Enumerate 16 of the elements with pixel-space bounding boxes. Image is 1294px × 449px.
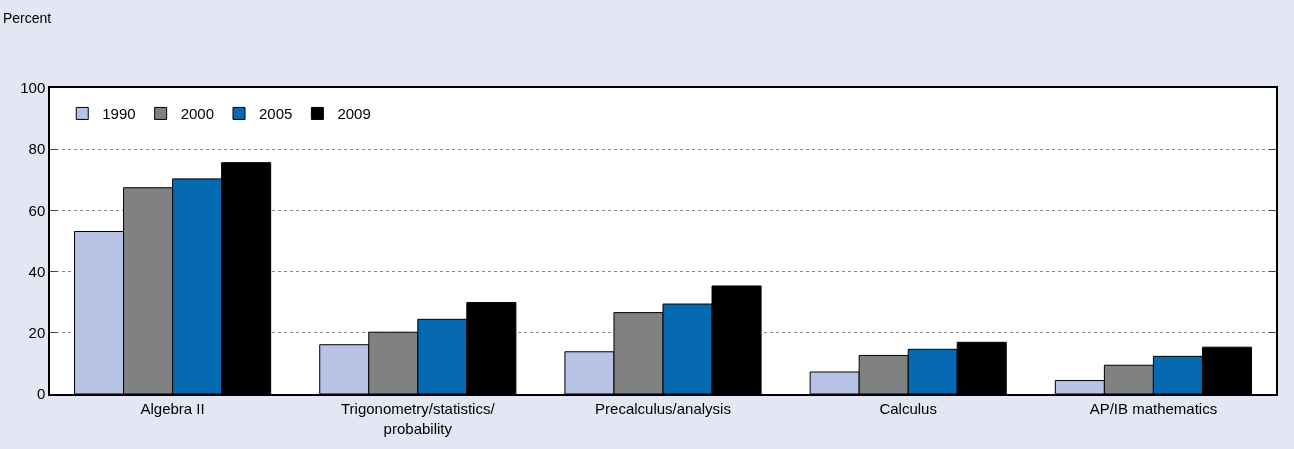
legend-label: 1990 <box>102 105 136 123</box>
x-tick-label: Algebra II <box>140 400 205 417</box>
x-tick-label: Precalculus/analysis <box>595 400 731 417</box>
y-tick-label: 20 <box>28 324 46 342</box>
y-tick-label: 0 <box>36 385 46 403</box>
legend-label: 2000 <box>180 105 215 123</box>
y-axis-title: Percent <box>3 10 52 26</box>
x-tick-label: Calculus <box>879 400 937 417</box>
x-tick-label: AP/IB mathematics <box>1089 400 1218 417</box>
x-tick-label: Trigonometry/statistics/ probability <box>340 400 496 437</box>
y-tick-label: 40 <box>28 262 46 280</box>
y-tick-label: 80 <box>28 140 46 158</box>
legend-label: 2009 <box>337 105 371 123</box>
legend-label: 2005 <box>259 105 293 123</box>
y-tick-label: 100 <box>20 79 46 97</box>
y-tick-label: 60 <box>28 201 46 219</box>
